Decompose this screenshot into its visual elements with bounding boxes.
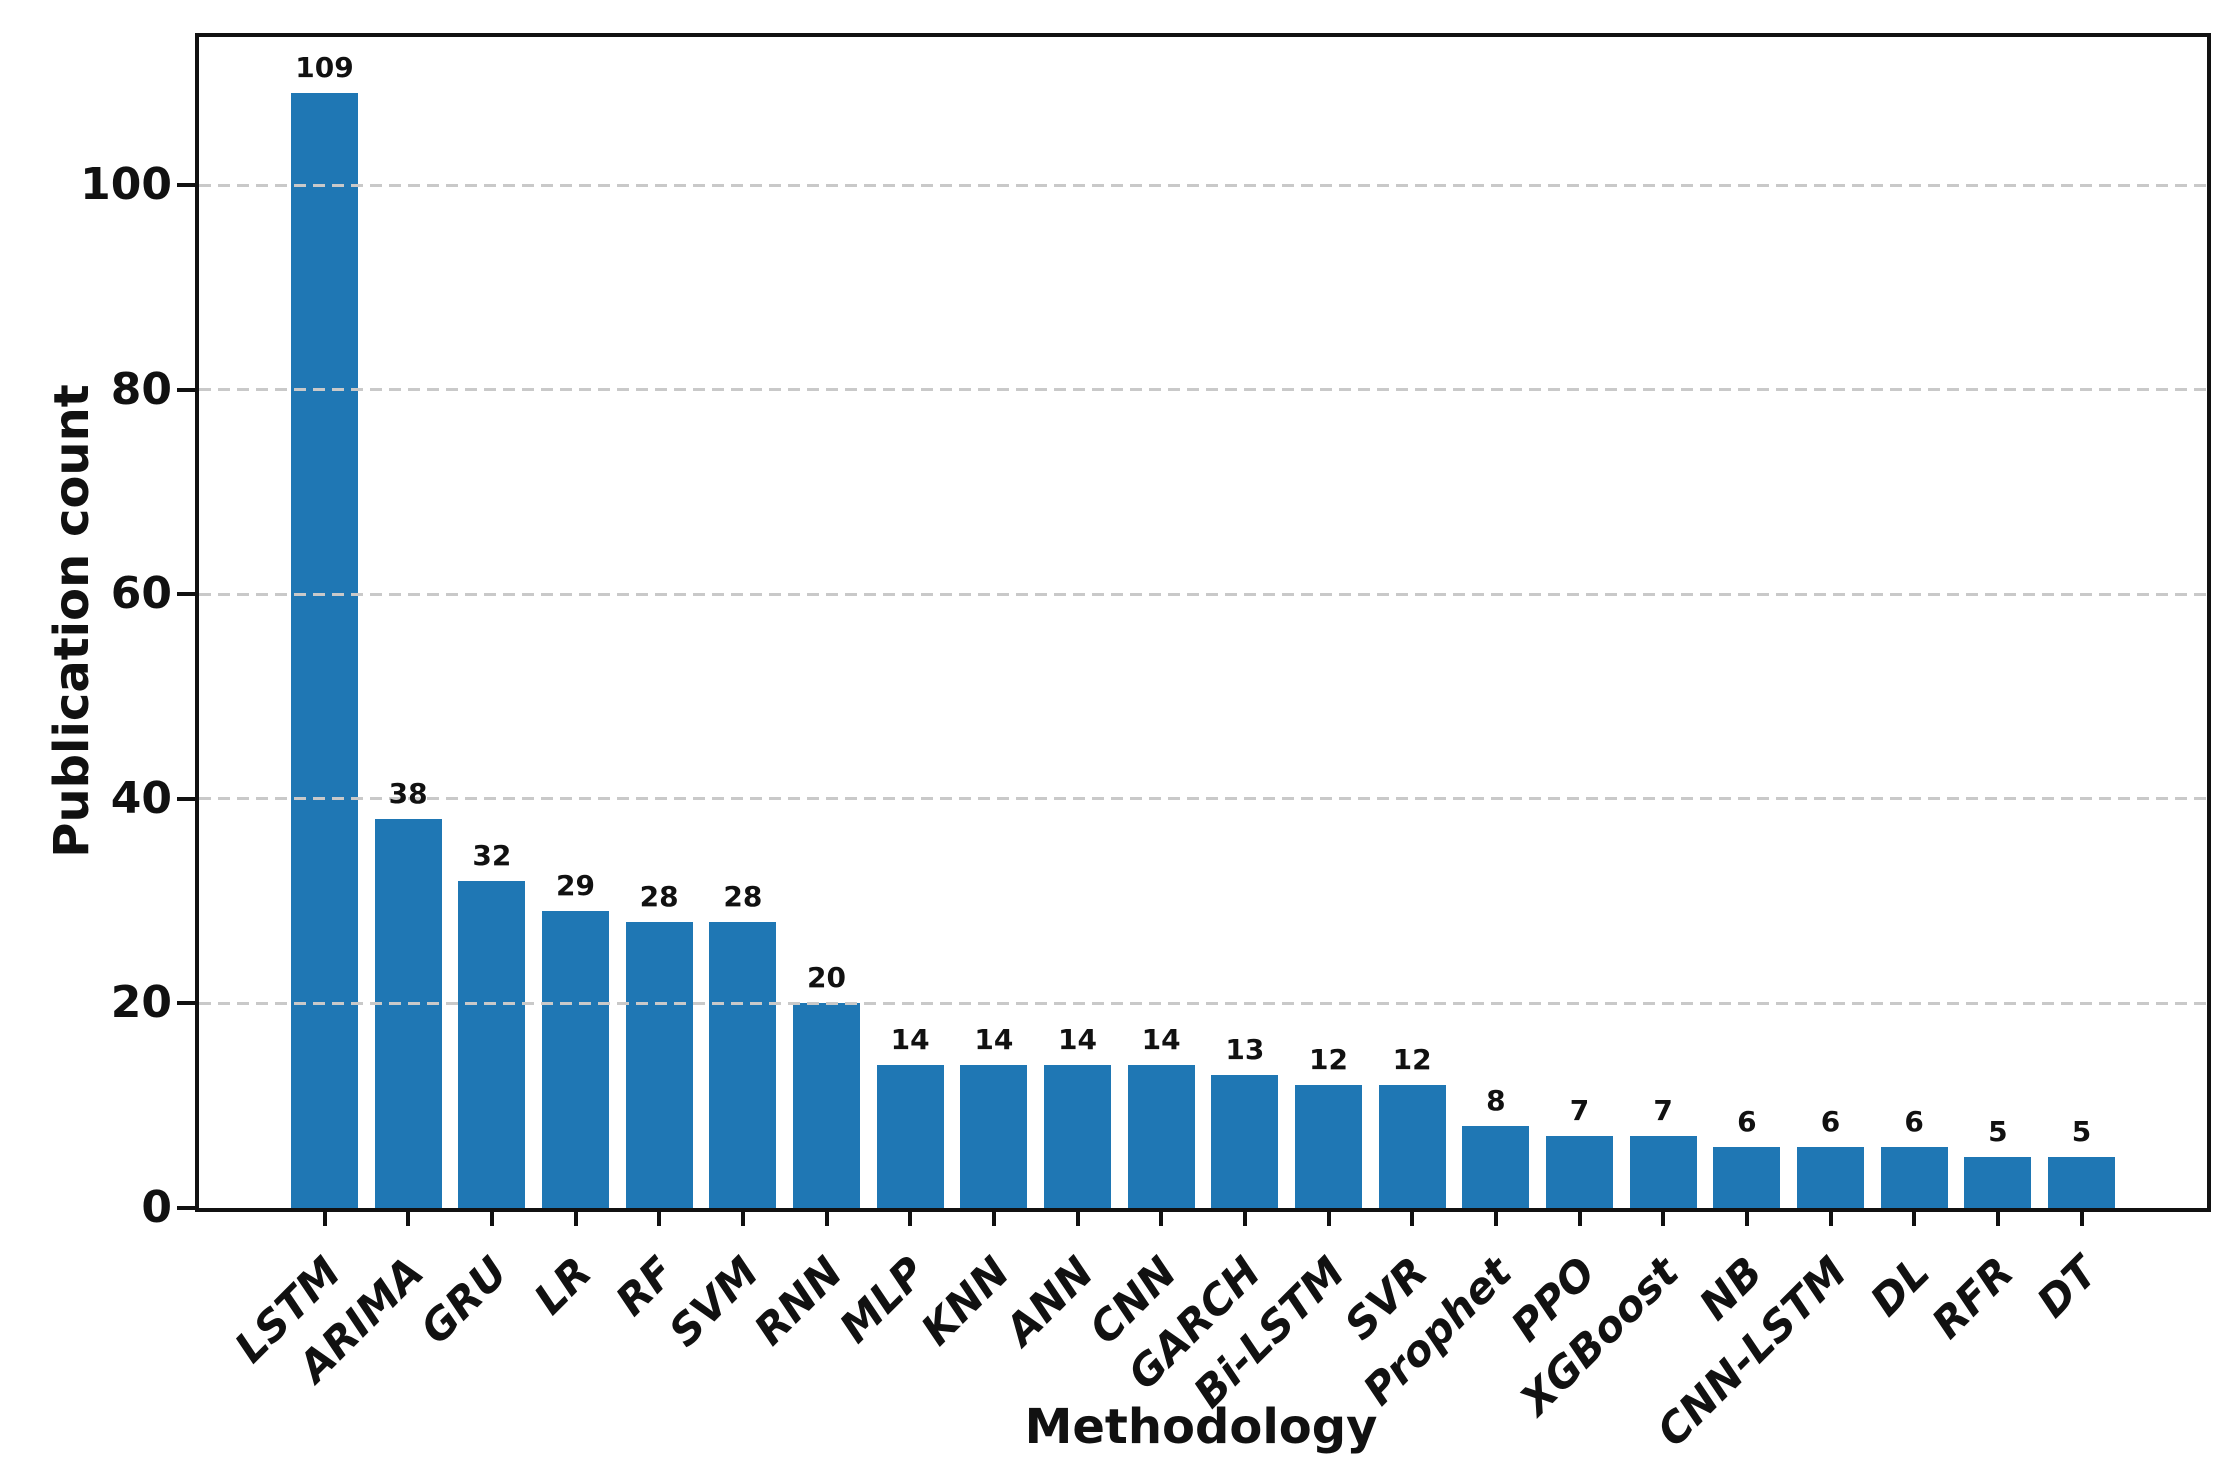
gridline-y-40 [199,797,2207,801]
bar-arima [374,819,442,1208]
x-tick-mark-svm [740,1212,745,1226]
x-tick-mark-lstm [322,1212,327,1226]
bar-value-label-rf: 28 [639,879,679,913]
x-tick-mark-garch [1242,1212,1247,1226]
bar-value-label-nb: 6 [1737,1104,1757,1138]
bar-value-label-knn: 14 [974,1022,1014,1056]
gridline-y-60 [199,592,2207,596]
y-tick-label-0: 0 [141,1182,172,1233]
x-tick-mark-cnn-lstm [1828,1212,1833,1226]
x-tick-mark-dt [2079,1212,2084,1226]
bar-value-label-dl: 6 [1904,1104,1924,1138]
bar-value-label-rnn: 20 [807,961,846,995]
y-tick-mark-80 [177,387,195,392]
x-tick-mark-dl [1912,1212,1917,1226]
y-tick-mark-100 [177,183,195,188]
x-tick-mark-prophet [1493,1212,1498,1226]
x-tick-mark-svr [1410,1212,1415,1226]
bar-bi-lstm [1295,1085,1362,1208]
y-tick-label-100: 100 [80,159,172,211]
x-tick-mark-lr [573,1212,578,1226]
bar-cnn [1127,1064,1195,1208]
bar-value-label-lstm: 109 [295,51,354,85]
x-tick-mark-knn [991,1212,996,1226]
bar-value-label-bi-lstm: 12 [1309,1043,1348,1077]
bar-prophet [1462,1126,1530,1208]
x-tick-mark-mlp [908,1212,913,1226]
bar-value-label-cnn-lstm: 6 [1820,1104,1841,1138]
bar-lstm [291,93,358,1208]
bar-value-label-dt: 5 [2071,1114,2092,1148]
bar-garch [1211,1075,1279,1208]
bar-ann [1044,1064,1111,1208]
x-tick-mark-gru [489,1212,494,1226]
y-axis-title: Publication count [44,384,100,858]
bar-value-label-garch: 13 [1225,1033,1265,1067]
bar-mlp [876,1064,944,1208]
bar-xgboost [1629,1136,1697,1208]
bar-svm [709,921,777,1208]
bar-dt [2048,1156,2115,1208]
y-tick-label-80: 80 [110,363,172,415]
x-tick-mark-rfr [1995,1212,2000,1226]
bar-nb [1713,1146,1781,1208]
bar-cnn-lstm [1797,1146,1864,1208]
bar-lr [542,911,609,1208]
y-tick-mark-0 [177,1206,195,1210]
y-tick-mark-40 [177,796,195,801]
bar-value-label-lr: 29 [556,869,595,903]
bar-value-label-svm: 28 [723,879,763,913]
bar-dl [1880,1146,1948,1208]
bar-ppo [1546,1136,1613,1208]
y-tick-label-60: 60 [110,568,172,620]
bar-value-label-prophet: 8 [1486,1084,1506,1118]
bar-value-label-ppo: 7 [1569,1094,1590,1128]
bar-value-label-ann: 14 [1058,1022,1097,1056]
x-tick-mark-rnn [824,1212,829,1226]
bar-value-label-xgboost: 7 [1653,1094,1673,1128]
bar-value-label-cnn: 14 [1141,1022,1181,1056]
plot-inner: 109 38 32 29 28 28 20 14 14 14 14 13 12 12 8 7 7 6 6 6 5 5 [199,37,2207,1208]
bar-rf [625,921,693,1208]
bar-rfr [1964,1156,2032,1208]
bar-rnn [793,1003,860,1208]
x-tick-mark-ann [1075,1212,1080,1226]
x-tick-mark-bi-lstm [1326,1212,1331,1226]
y-tick-mark-20 [177,1001,195,1006]
bar-value-label-rfr: 5 [1988,1114,2008,1148]
x-tick-mark-ppo [1577,1212,1582,1226]
bar-value-label-svr: 12 [1392,1043,1432,1077]
x-tick-mark-arima [406,1212,411,1226]
x-tick-mark-nb [1744,1212,1749,1226]
x-tick-mark-cnn [1159,1212,1164,1226]
gridline-y-20 [199,1001,2207,1005]
plot-area: 109 38 32 29 28 28 20 14 14 14 14 13 12 12 8 7 7 6 6 6 5 5 [195,33,2211,1212]
bar-value-label-mlp: 14 [890,1022,930,1056]
bar-gru [458,880,526,1208]
bar-value-label-gru: 32 [472,838,512,872]
gridline-y-80 [199,388,2207,392]
y-tick-label-40: 40 [110,772,172,824]
y-tick-label-20: 20 [110,977,172,1029]
bar-value-label-arima: 38 [388,777,428,811]
bar-svr [1378,1085,1446,1208]
gridline-y-100 [199,183,2207,187]
y-tick-mark-60 [177,592,195,597]
x-tick-mark-rf [657,1212,662,1226]
x-axis-title: Methodology [1024,1399,1378,1455]
bar-knn [960,1064,1028,1208]
x-tick-mark-xgboost [1661,1212,1666,1226]
